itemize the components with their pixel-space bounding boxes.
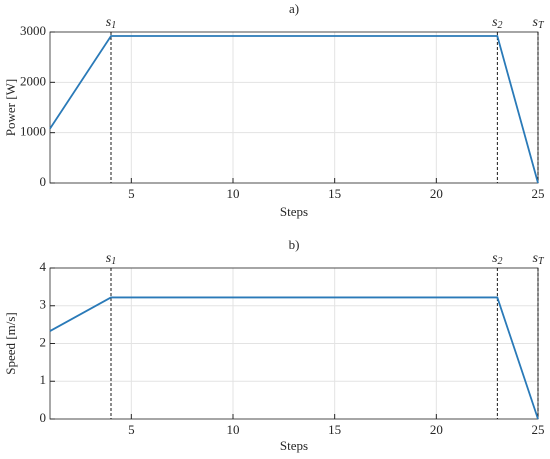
y-axis-label: Power [W] [3,79,18,136]
chart-title: a) [289,1,299,16]
y-tick-label: 1 [40,372,47,387]
marker-label-text: s [492,251,498,266]
x-axis-label: Steps [280,204,308,219]
x-tick-label: 10 [227,186,240,201]
x-tick-label: 25 [532,422,545,437]
y-tick-label: 1000 [20,124,46,139]
marker-label: sT [532,251,544,267]
marker-label-subscript: 2 [498,20,503,31]
marker-label-subscript: 1 [111,256,116,267]
marker-label-text: s [106,251,112,266]
marker-label: s2 [492,15,502,31]
x-axis-label: Steps [280,438,308,453]
marker-label: s2 [492,251,502,267]
marker-label: s1 [106,251,116,267]
y-tick-label: 4 [40,259,47,274]
x-tick-label: 15 [328,422,341,437]
y-tick-label: 0 [40,174,47,189]
marker-label: sT [532,15,544,31]
chart-title: b) [289,237,300,252]
y-tick-label: 0 [40,410,47,425]
plot-area [50,32,538,183]
x-tick-label: 10 [227,422,240,437]
x-tick-label: 20 [430,422,443,437]
marker-label-subscript: 2 [498,256,503,267]
x-tick-label: 25 [532,186,545,201]
series-line [49,296,539,420]
x-tick-label: 15 [328,186,341,201]
marker-label-subscript: T [538,20,545,31]
marker-label-text: s [106,15,112,30]
series-line [49,35,539,184]
y-tick-label: 2 [40,334,47,349]
x-tick-label: 20 [430,186,443,201]
y-axis-label: Speed [m/s] [3,312,18,374]
x-tick-label: 5 [128,422,135,437]
y-tick-label: 3 [40,297,47,312]
marker-label-text: s [532,15,538,30]
marker-label-text: s [492,15,498,30]
x-tick-label: 5 [128,186,135,201]
marker-label-subscript: 1 [111,20,116,31]
y-tick-label: 3000 [20,23,46,38]
marker-label-subscript: T [538,256,545,267]
marker-label-text: s [532,251,538,266]
y-tick-label: 2000 [20,73,46,88]
marker-label: s1 [106,15,116,31]
